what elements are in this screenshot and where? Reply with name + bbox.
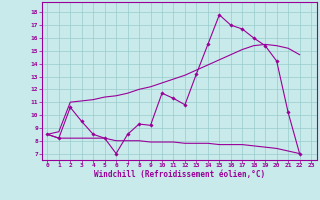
X-axis label: Windchill (Refroidissement éolien,°C): Windchill (Refroidissement éolien,°C) xyxy=(94,170,265,179)
